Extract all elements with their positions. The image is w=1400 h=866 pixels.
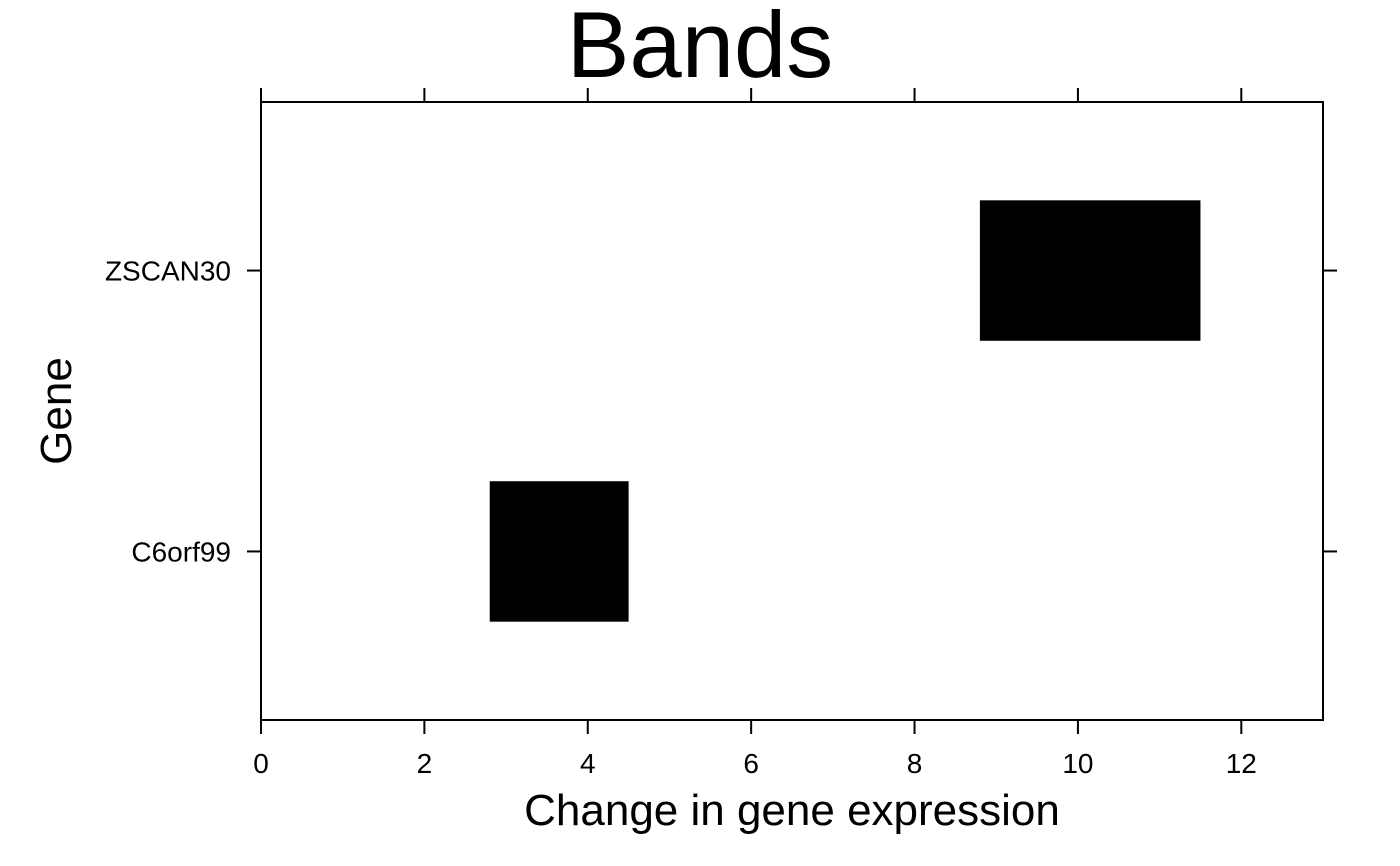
- x-tick-label: 10: [1062, 748, 1093, 779]
- y-axis-label: Gene: [32, 357, 81, 465]
- bands-layer: [489, 200, 1201, 622]
- y-tick-label-zscan30: ZSCAN30: [105, 256, 231, 287]
- x-tick-label: 12: [1226, 748, 1257, 779]
- x-tick-label: 8: [907, 748, 923, 779]
- band-c6orf99: [489, 481, 629, 622]
- plot-frame: [260, 101, 1324, 721]
- y-tick-label-c6orf99: C6orf99: [131, 536, 231, 567]
- x-axis: 0 2 4 6 8 10 12: [253, 88, 1257, 779]
- chart-title: Bands: [567, 0, 834, 97]
- y-axis: C6orf99 ZSCAN30: [105, 256, 1337, 567]
- x-axis-label: Change in gene expression: [524, 786, 1060, 835]
- x-tick-label: 6: [743, 748, 759, 779]
- x-tick-label: 4: [580, 748, 596, 779]
- band-zscan30: [979, 200, 1201, 341]
- x-tick-label: 2: [417, 748, 433, 779]
- x-tick-label: 0: [253, 748, 269, 779]
